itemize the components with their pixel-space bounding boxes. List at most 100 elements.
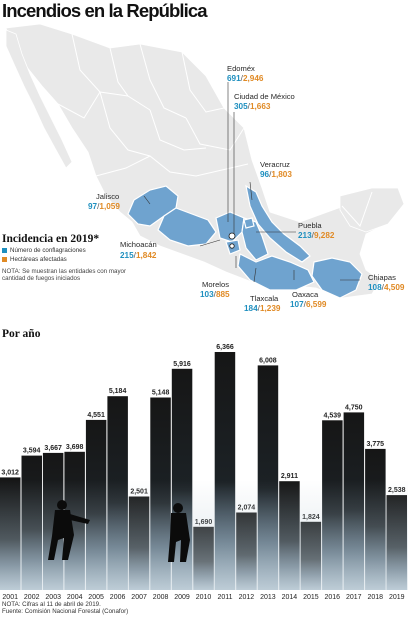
- value-label-2001: 3,012: [1, 469, 19, 476]
- svg-text:108/4,509: 108/4,509: [368, 283, 405, 292]
- state-fires: 691: [227, 74, 241, 83]
- legend-note: NOTA: Se muestran las entidades con mayo…: [2, 268, 127, 283]
- value-label-2003: 3,667: [44, 445, 62, 452]
- value-label-2002: 3,594: [23, 448, 41, 455]
- state-veracruz: [245, 184, 311, 263]
- value-label-2009: 5,916: [173, 361, 191, 368]
- svg-text:215/1,842: 215/1,842: [120, 251, 157, 260]
- morelos-marker: [229, 243, 235, 249]
- state-fires: 215: [120, 251, 134, 260]
- state-hectares: 1,803: [271, 170, 292, 179]
- firefighter-silhouette-left: [48, 500, 90, 560]
- state-label-cdmx: Ciudad de México 305/1,663: [234, 92, 295, 111]
- svg-text:213/9,282: 213/9,282: [298, 231, 335, 240]
- cdmx-marker: [228, 232, 236, 240]
- mexico-map: Edoméx 691/2,946 Ciudad de México 305/1,…: [5, 23, 405, 313]
- state-name: Jalisco: [96, 192, 119, 201]
- state-name: Michoacán: [120, 240, 157, 249]
- state-name: Veracruz: [260, 160, 290, 169]
- state-fires: 108: [368, 283, 382, 292]
- legend-swatch-fires: [2, 248, 7, 253]
- state-label-morelos: Morelos 103/885: [200, 280, 230, 299]
- state-fires: 213: [298, 231, 312, 240]
- state-tlaxcala: [243, 217, 255, 229]
- svg-text:691/2,946: 691/2,946: [227, 74, 264, 83]
- year-label-2019: 2019: [389, 594, 405, 600]
- state-michoacan: [157, 207, 217, 247]
- svg-text:107/6,599: 107/6,599: [290, 300, 327, 309]
- year-label-2017: 2017: [346, 594, 362, 600]
- value-label-2004: 3,698: [66, 444, 84, 451]
- state-hectares: 9,282: [314, 231, 335, 240]
- state-label-puebla: Puebla 213/9,282: [298, 221, 335, 240]
- state-fires: 103: [200, 290, 214, 299]
- page-title: Incendios en la República: [2, 0, 208, 21]
- state-fires: 107: [290, 300, 304, 309]
- year-label-2010: 2010: [196, 594, 212, 600]
- state-name: Oaxaca: [292, 290, 319, 299]
- state-fires: 97: [88, 202, 98, 211]
- map-borders: [57, 33, 373, 227]
- state-label-edomex: Edoméx 691/2,946: [227, 64, 264, 83]
- footer-source: Fuente: Comisión Nacional Forestal (Cona…: [2, 608, 129, 616]
- year-label-2011: 2011: [217, 594, 232, 600]
- year-label-2007: 2007: [131, 594, 147, 600]
- legend-label: Hectáreas afectadas: [10, 256, 67, 263]
- state-label-oaxaca: Oaxaca 107/6,599: [290, 290, 327, 309]
- year-label-2003: 2003: [45, 594, 61, 600]
- value-label-2011: 6,366: [216, 344, 234, 351]
- legend-title: Incidencia en 2019*: [2, 233, 100, 245]
- value-label-2005: 4,551: [87, 412, 105, 419]
- value-label-2008: 5,148: [152, 390, 170, 397]
- state-fires: 96: [260, 170, 270, 179]
- legend-item-fires: Número de conflagraciones: [2, 247, 142, 254]
- svg-text:96/1,803: 96/1,803: [260, 170, 292, 179]
- footer-note: NOTA: Cifras al 11 de abril de 2019.: [2, 601, 101, 608]
- value-label-2016: 4,539: [324, 412, 342, 419]
- value-label-2014: 2,911: [281, 473, 298, 480]
- year-label-2008: 2008: [153, 594, 169, 600]
- state-hectares: 2,946: [243, 74, 264, 83]
- state-label-jalisco: Jalisco 97/1,059: [88, 192, 120, 211]
- state-hectares: 885: [216, 290, 230, 299]
- state-name: Puebla: [298, 221, 322, 230]
- state-chiapas: [311, 257, 363, 299]
- svg-text:305/1,663: 305/1,663: [234, 102, 271, 111]
- state-fires: 184: [244, 304, 258, 313]
- state-name: Chiapas: [368, 273, 396, 282]
- highlighted-states: [127, 184, 363, 299]
- state-oaxaca: [237, 253, 315, 291]
- svg-text:103/885: 103/885: [200, 290, 230, 299]
- state-puebla: [241, 217, 269, 261]
- state-fires: 305: [234, 102, 248, 111]
- state-name: Ciudad de México: [234, 92, 295, 101]
- value-label-2013: 6,008: [259, 357, 277, 364]
- state-name: Tlaxcala: [250, 294, 279, 303]
- state-label-michoacan: Michoacán 215/1,842: [120, 240, 157, 260]
- state-name: Morelos: [202, 280, 229, 289]
- year-label-2009: 2009: [174, 594, 190, 600]
- year-label-2014: 2014: [282, 594, 298, 600]
- legend-item-hectares: Hectáreas afectadas: [2, 256, 142, 263]
- firefighter-silhouette-right: [168, 503, 190, 562]
- map-baja: [5, 29, 73, 169]
- state-name: Edoméx: [227, 64, 255, 73]
- state-label-veracruz: Veracruz 96/1,803: [260, 160, 292, 179]
- svg-text:184/1,239: 184/1,239: [244, 304, 281, 313]
- value-label-2006: 5,184: [109, 388, 127, 395]
- leader-lines: [143, 82, 360, 283]
- state-label-chiapas: Chiapas 108/4,509: [368, 273, 405, 292]
- svg-text:97/1,059: 97/1,059: [88, 202, 120, 211]
- state-hectares: 1,059: [99, 202, 120, 211]
- year-label-2005: 2005: [88, 594, 104, 600]
- state-hectares: 6,599: [306, 300, 327, 309]
- year-label-2013: 2013: [260, 594, 276, 600]
- year-label-2002: 2002: [24, 594, 40, 600]
- value-label-2017: 4,750: [345, 404, 363, 411]
- year-label-2012: 2012: [239, 594, 255, 600]
- state-label-tlaxcala: Tlaxcala 184/1,239: [244, 294, 281, 313]
- footer: NOTA: Cifras al 11 de abril de 2019. Fue…: [2, 601, 128, 616]
- state-hectares: 1,842: [136, 251, 157, 260]
- section-title: Por año: [2, 328, 41, 340]
- year-label-2006: 2006: [110, 594, 126, 600]
